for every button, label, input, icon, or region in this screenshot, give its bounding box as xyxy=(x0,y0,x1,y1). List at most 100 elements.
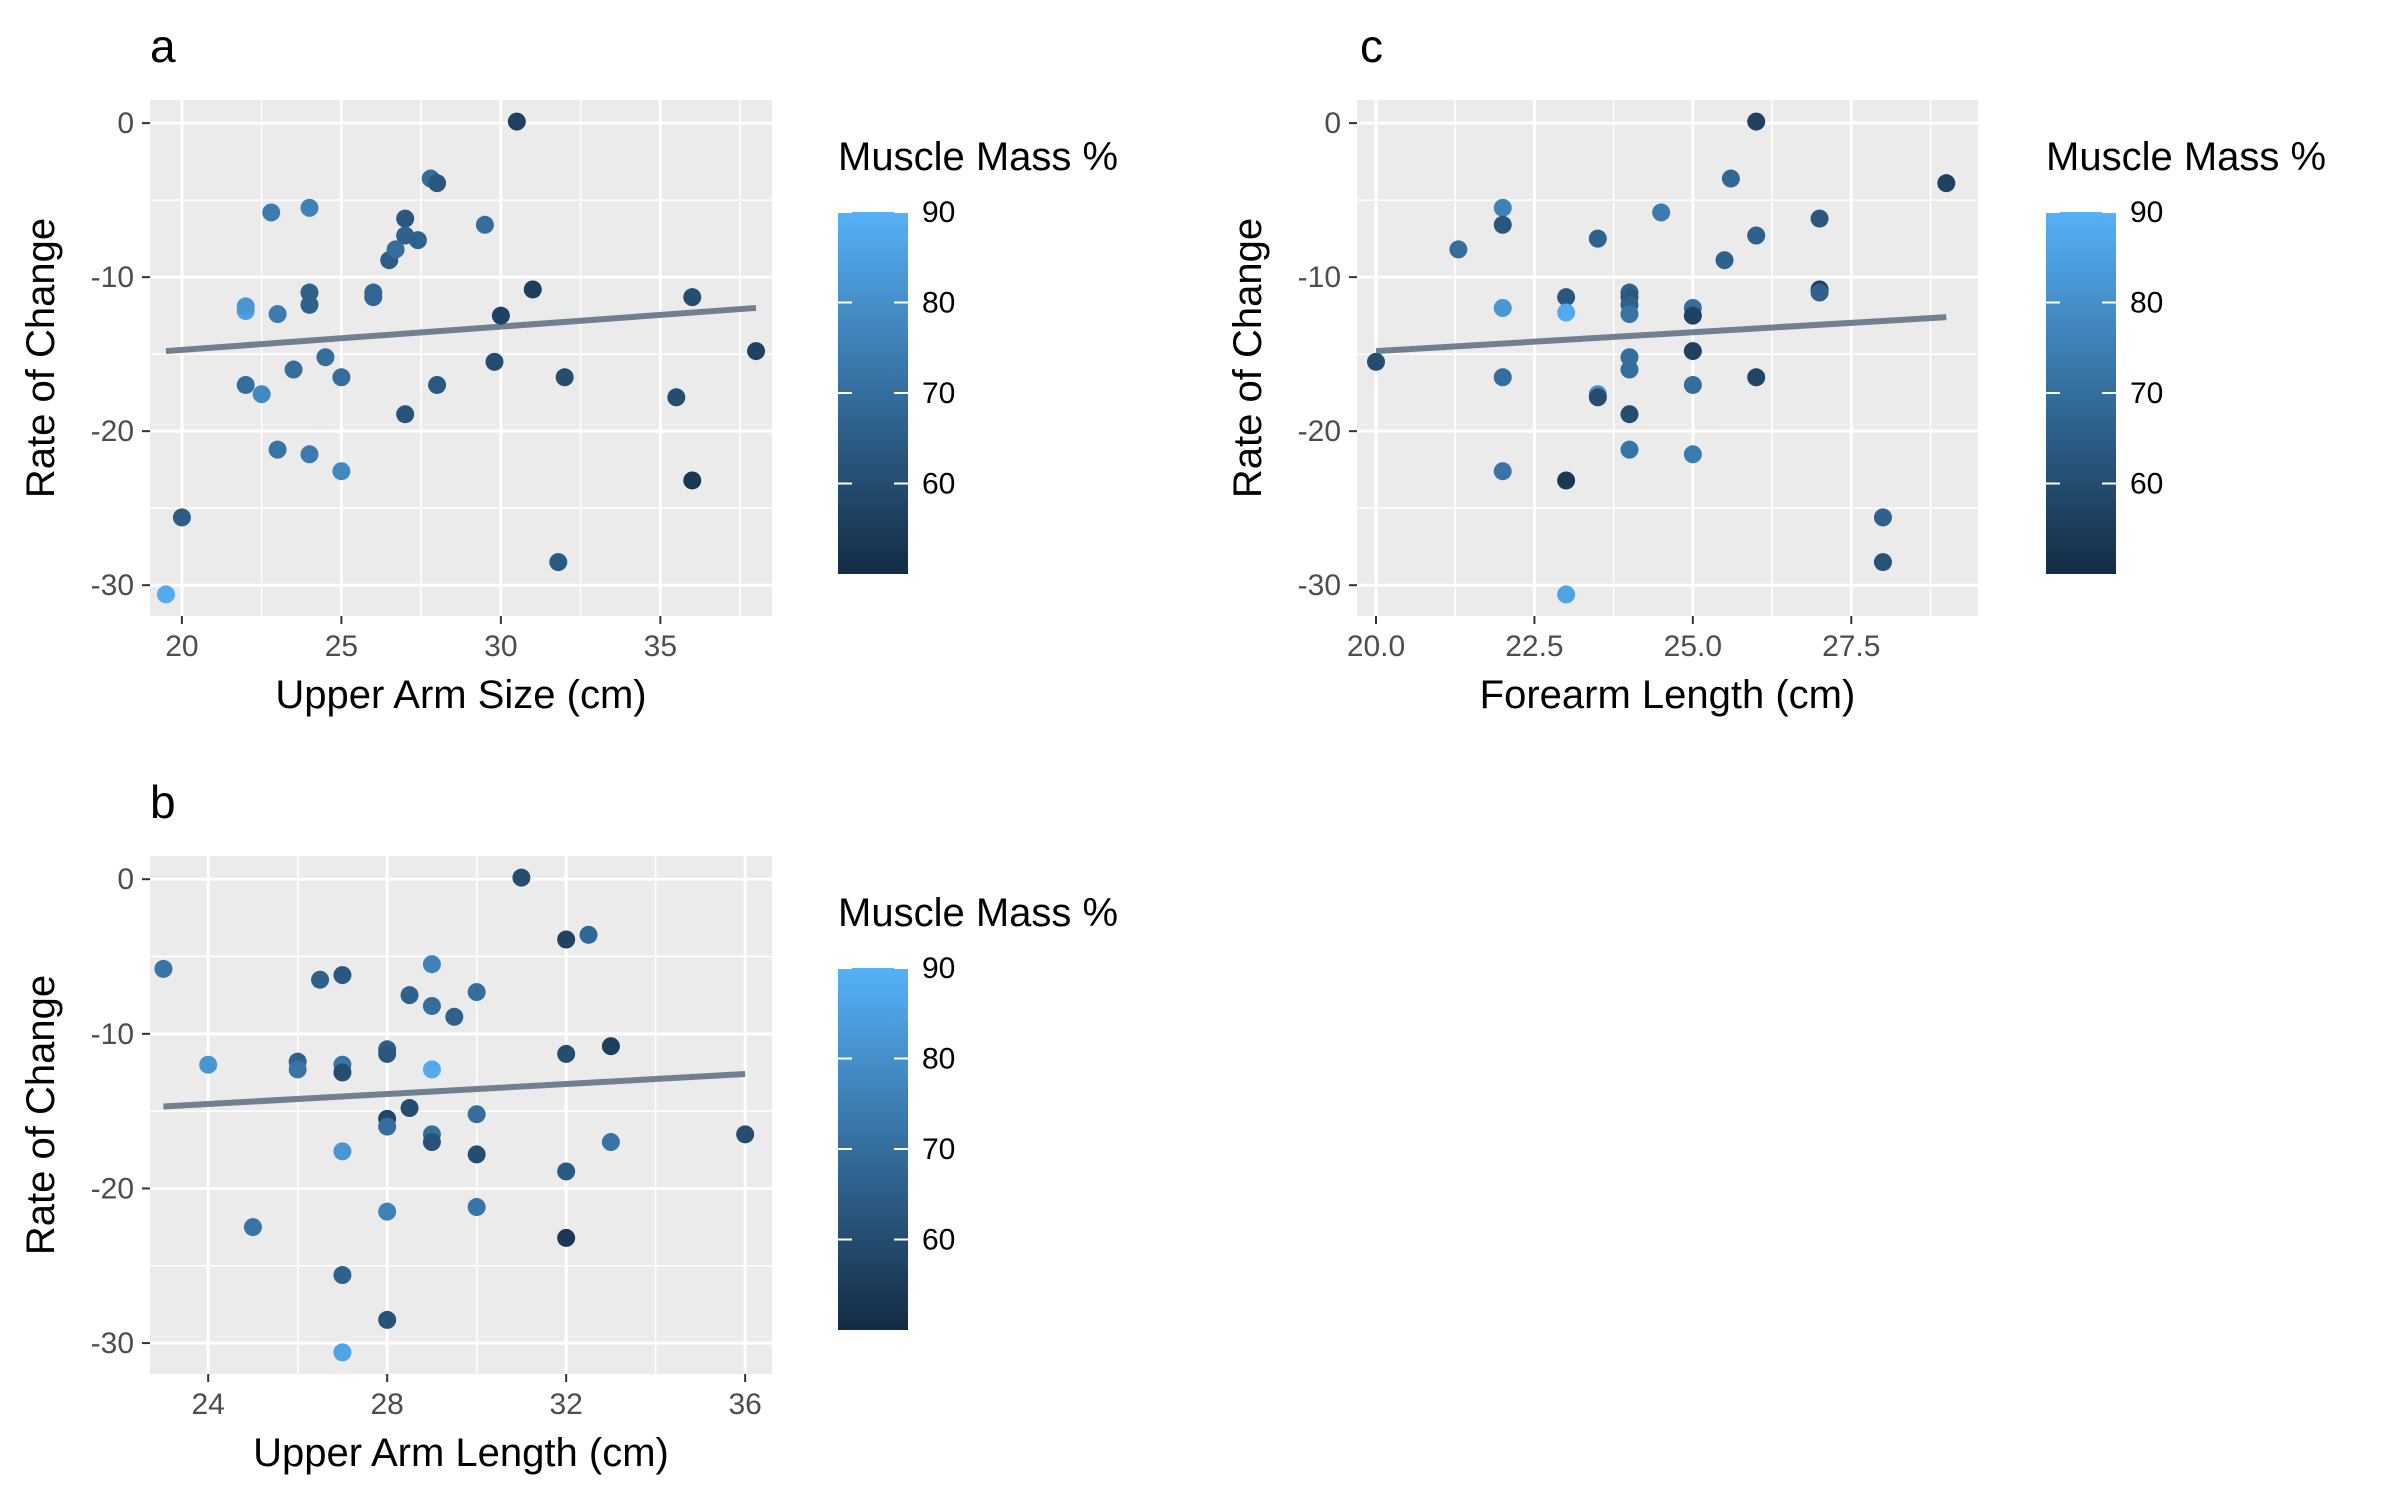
data-point xyxy=(1557,585,1576,604)
plot-background xyxy=(150,100,772,616)
data-point xyxy=(667,388,686,407)
y-tick-label: -30 xyxy=(1298,569,1341,602)
data-point xyxy=(408,231,427,250)
plot-background xyxy=(1357,100,1978,616)
data-point xyxy=(333,1343,352,1362)
data-point xyxy=(332,368,351,387)
legend-tick-label: 60 xyxy=(2130,468,2163,501)
x-tick-label: 27.5 xyxy=(1822,630,1880,663)
y-tick-label: -10 xyxy=(91,1018,134,1051)
data-point xyxy=(1557,288,1576,307)
data-point xyxy=(485,352,504,371)
data-point xyxy=(422,1133,441,1152)
data-point xyxy=(422,996,441,1015)
data-point xyxy=(311,970,330,989)
data-point xyxy=(1620,440,1639,459)
panel-letter: b xyxy=(150,776,176,828)
data-point xyxy=(1937,174,1956,193)
data-point xyxy=(475,215,494,234)
y-tick-label: -20 xyxy=(1298,415,1341,448)
data-point xyxy=(268,440,287,459)
data-point xyxy=(507,112,526,131)
data-point xyxy=(557,1162,576,1181)
data-point xyxy=(1721,169,1740,188)
plot-background xyxy=(150,856,772,1374)
data-point xyxy=(1493,198,1512,217)
data-point xyxy=(428,174,447,193)
data-point xyxy=(557,1044,576,1063)
legend-tick-label: 60 xyxy=(922,468,955,501)
x-axis-title: Forearm Length (cm) xyxy=(1480,673,1856,717)
y-tick-label: -10 xyxy=(91,261,134,294)
legend-tick-label: 80 xyxy=(922,287,955,320)
legend-title: Muscle Mass % xyxy=(838,135,1118,179)
data-point xyxy=(557,930,576,949)
x-tick-label: 28 xyxy=(370,1388,403,1421)
data-point xyxy=(1683,445,1702,464)
x-tick-label: 32 xyxy=(549,1388,582,1421)
data-point xyxy=(1683,342,1702,361)
data-point xyxy=(236,297,255,316)
data-point xyxy=(378,1310,397,1329)
data-point xyxy=(1620,405,1639,424)
data-point xyxy=(243,1218,262,1237)
y-tick-label: 0 xyxy=(117,107,134,140)
data-point xyxy=(601,1133,620,1152)
data-point xyxy=(1367,352,1386,371)
data-point xyxy=(683,471,702,490)
x-tick-label: 22.5 xyxy=(1505,630,1563,663)
panel-letter: a xyxy=(150,20,176,72)
x-tick-label: 36 xyxy=(728,1388,761,1421)
data-point xyxy=(300,198,319,217)
data-point xyxy=(1493,462,1512,481)
legend: Muscle Mass % 60 70 80 90 xyxy=(838,135,1118,574)
x-axis-title: Upper Arm Length (cm) xyxy=(253,1431,669,1475)
data-point xyxy=(445,1007,464,1026)
panel-b: 0 -10 -20 -30 24 28 32 36 b Upper Arm Length (cm)… xyxy=(19,776,1118,1475)
y-tick-label: 0 xyxy=(1324,107,1341,140)
legend-title: Muscle Mass % xyxy=(838,891,1118,935)
x-tick-label: 35 xyxy=(644,630,677,663)
data-point xyxy=(300,295,319,314)
legend: Muscle Mass % 60 70 80 90 xyxy=(838,891,1118,1330)
data-point xyxy=(262,203,281,222)
data-point xyxy=(1620,360,1639,379)
data-point xyxy=(1557,471,1576,490)
y-axis-title: Rate of Change xyxy=(19,975,63,1255)
legend-tick-label: 70 xyxy=(922,1133,955,1166)
data-point xyxy=(364,288,383,307)
data-point xyxy=(467,1105,486,1124)
data-point xyxy=(1810,209,1829,228)
data-point xyxy=(601,1037,620,1056)
data-point xyxy=(557,1228,576,1247)
legend-tick-label: 80 xyxy=(2130,287,2163,320)
data-point xyxy=(1493,368,1512,387)
data-point xyxy=(1449,240,1468,259)
data-point xyxy=(683,288,702,307)
data-point xyxy=(156,585,175,604)
data-point xyxy=(1620,348,1639,367)
data-point xyxy=(1810,283,1829,302)
legend-tick-label: 70 xyxy=(922,377,955,410)
y-tick-label: -20 xyxy=(91,415,134,448)
y-tick-label: 0 xyxy=(117,863,134,896)
trend-line xyxy=(163,1071,746,1110)
data-point xyxy=(400,1099,419,1118)
x-axis-title: Upper Arm Size (cm) xyxy=(275,673,646,717)
data-point xyxy=(333,966,352,985)
legend-tick-label: 80 xyxy=(922,1043,955,1076)
data-point xyxy=(1588,388,1607,407)
panel-letter: c xyxy=(1360,20,1383,72)
data-point xyxy=(1620,305,1639,324)
legend-tick-label: 90 xyxy=(2130,196,2163,229)
data-point xyxy=(555,368,574,387)
data-point xyxy=(1683,306,1702,325)
data-point xyxy=(236,375,255,394)
data-point xyxy=(747,342,766,361)
data-point xyxy=(378,1202,397,1221)
data-point xyxy=(333,1266,352,1285)
data-point xyxy=(422,1060,441,1079)
y-tick-label: -30 xyxy=(91,1327,134,1360)
